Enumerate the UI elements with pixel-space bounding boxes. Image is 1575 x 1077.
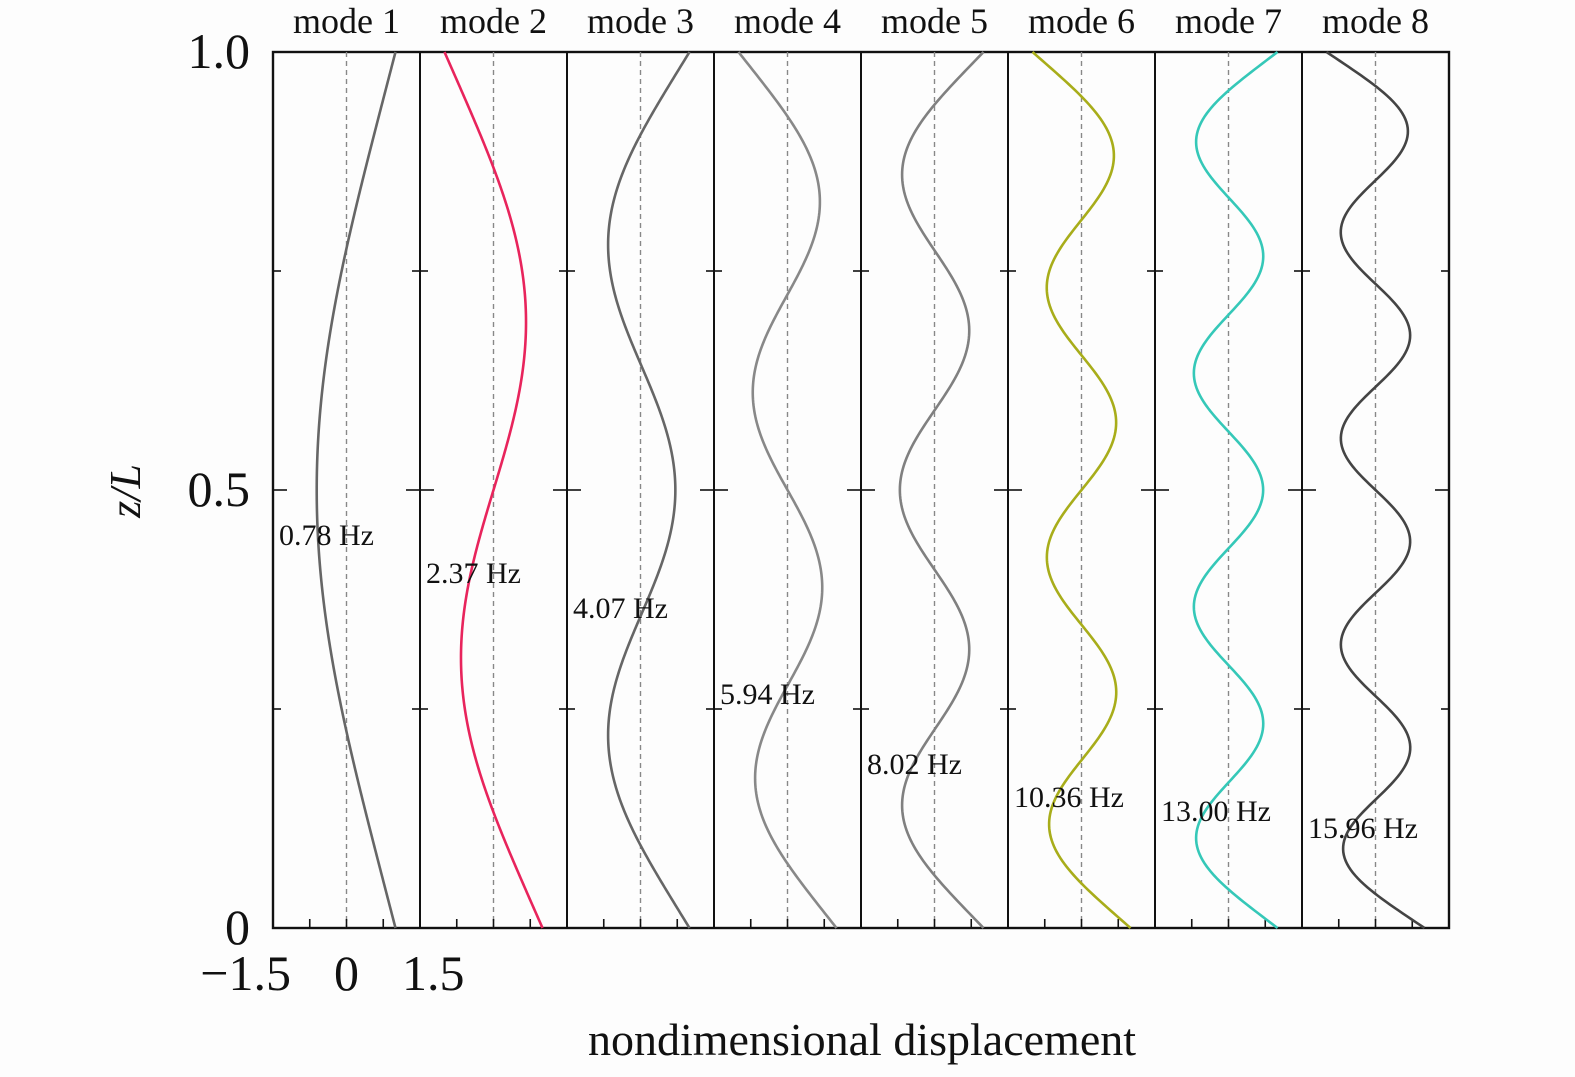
frequency-label-3: 4.07 Hz: [573, 592, 668, 625]
mode-shape-curve-7: [1192, 50, 1279, 930]
panel-title-5: mode 5: [881, 1, 988, 41]
panel-title-6: mode 6: [1028, 1, 1135, 41]
mode-shape-curve-4: [737, 51, 838, 929]
x-tick-label: 0: [334, 945, 359, 1001]
y-axis: 0 0.5 1.0: [188, 23, 251, 955]
frequency-label-8: 15.96 Hz: [1308, 812, 1418, 845]
x-axis-label: nondimensional displacement: [588, 1014, 1136, 1065]
mode-shape-curve-1: [315, 51, 397, 929]
frequency-label-5: 8.02 Hz: [867, 748, 962, 781]
frequency-label-6: 10.36 Hz: [1014, 781, 1124, 814]
panel-title-7: mode 7: [1175, 1, 1282, 41]
y-tick-label: 0.5: [188, 461, 251, 517]
panel-title-1: mode 1: [293, 1, 400, 41]
x-tick-label: −1.5: [200, 945, 291, 1001]
panel-title-3: mode 3: [587, 1, 694, 41]
mode-shape-curve-5: [898, 51, 985, 929]
panels-group: mode 1 0.78 Hz mode 2 2.37 Hz mode 3 4.07 Hz m…: [271, 1, 1451, 930]
frequency-label-7: 13.00 Hz: [1161, 795, 1271, 828]
panel-title-8: mode 8: [1322, 1, 1429, 41]
mode-shape-curve-3: [606, 51, 691, 929]
x-tick-label: 1.5: [402, 945, 465, 1001]
y-tick-label: 0: [225, 899, 250, 955]
mode-shape-curve-6: [1031, 51, 1132, 929]
y-axis-label: z/L: [101, 464, 150, 519]
frequency-label-2: 2.37 Hz: [426, 557, 521, 590]
panel-title-4: mode 4: [734, 1, 841, 41]
x-axis: −1.5 0 1.5: [200, 945, 464, 1001]
frequency-label-4: 5.94 Hz: [720, 678, 815, 711]
panel-title-2: mode 2: [440, 1, 547, 41]
mode-shape-curve-8: [1325, 50, 1426, 930]
mode-shape-curve-2: [443, 51, 544, 929]
y-tick-label: 1.0: [188, 23, 251, 79]
frequency-label-1: 0.78 Hz: [279, 519, 374, 552]
